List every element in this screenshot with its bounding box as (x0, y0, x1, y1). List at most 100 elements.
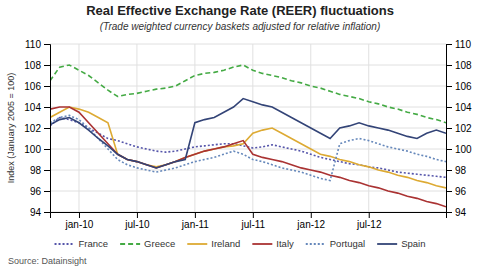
legend-swatch (120, 243, 140, 245)
y2-tick-mark (446, 191, 452, 192)
y2-tick-label: 102 (455, 123, 472, 134)
y-tick-label: 106 (24, 81, 41, 92)
y2-tick-mark (446, 107, 452, 108)
y-tick-label: 98 (30, 165, 42, 176)
x-axis: jan-10 jul-10 jan-11 jul-11 jan-12 jul-12 (51, 212, 447, 230)
y2-tick: 110 (446, 39, 471, 50)
y2-tick-mark (446, 149, 452, 150)
legend-label: Italy (276, 238, 294, 249)
title: Real Effective Exchange Rate (REER) fluc… (86, 3, 394, 18)
x-tick-label: jan-12 (296, 219, 325, 230)
x-tick-label: jan-10 (65, 219, 94, 230)
legend-item: Portugal (306, 238, 365, 249)
y-tick: 98 (30, 165, 50, 176)
y2-tick: 102 (446, 123, 472, 134)
series-line (50, 65, 446, 123)
legend-item: Ireland (187, 238, 240, 249)
series-line (50, 99, 446, 168)
x-tick-label: jul-11 (240, 219, 265, 230)
subtitle: (Trade weighted currency baskets adjuste… (100, 21, 381, 32)
y2-tick-label: 96 (455, 186, 467, 197)
y-tick: 96 (30, 186, 50, 197)
x-tick-label: jan-11 (181, 219, 209, 230)
y-tick-label: 108 (24, 60, 41, 71)
y-axis: 94 96 98 100 102 104 106 108 110 (24, 39, 50, 218)
grid-line-y (50, 86, 446, 87)
x-tick: jul-11 (240, 212, 265, 230)
y2-tick-label: 110 (455, 39, 471, 50)
y2-tick-mark (446, 65, 452, 66)
x-tick-mark (79, 212, 80, 218)
y-tick: 100 (24, 144, 50, 155)
y2-tick-label: 108 (455, 60, 472, 71)
y-tick-label: 94 (30, 207, 42, 218)
grid-line-y (50, 170, 446, 171)
plot-area: jan-10 jul-10 jan-11 jul-11 jan-12 jul-12 94 96… (24, 39, 472, 230)
grid-line-x (368, 44, 369, 212)
legend-item: Italy (252, 238, 294, 249)
y-tick-label: 100 (24, 144, 41, 155)
x-tick: jul-12 (356, 212, 382, 230)
y-tick-label: 102 (24, 123, 41, 134)
y-tick-label: 104 (24, 102, 41, 113)
y2-tick-label: 94 (455, 207, 467, 218)
y2-axis-line (447, 45, 453, 213)
y2-tick-label: 98 (455, 165, 467, 176)
chart: Real Effective Exchange Rate (REER) fluc… (0, 0, 480, 270)
y2-tick-mark (446, 170, 452, 171)
legend-swatch (377, 243, 397, 245)
y-tick-mark (44, 149, 50, 150)
x-tick-label: jul-12 (356, 219, 382, 230)
grid (50, 44, 446, 212)
x-tick-mark (369, 212, 370, 218)
y2-tick: 108 (446, 60, 472, 71)
legend: FranceGreeceIrelandItalyPortugalSpain (55, 238, 426, 249)
y2-tick-mark (446, 86, 452, 87)
y2-tick-label: 104 (455, 102, 472, 113)
x-tick-mark (311, 212, 312, 218)
y-tick-label: 96 (30, 186, 42, 197)
y-tick: 110 (25, 39, 50, 50)
y-tick-mark (44, 107, 50, 108)
lines (50, 65, 446, 207)
y-tick-label: 110 (25, 39, 41, 50)
legend-swatch (306, 243, 326, 245)
y-tick-mark (44, 128, 50, 129)
x-axis-line (51, 213, 447, 219)
y-axis-line (44, 45, 51, 213)
grid-line-y (50, 65, 446, 66)
x-tick: jan-10 (65, 212, 94, 230)
x-tick: jan-11 (181, 212, 209, 230)
x-tick-mark (253, 212, 254, 218)
legend-swatch (187, 243, 207, 245)
legend-label: Portugal (330, 238, 365, 249)
y2-tick: 98 (446, 165, 467, 176)
x-tick-label: jul-10 (124, 219, 150, 230)
legend-swatch (252, 243, 272, 245)
grid-line-y (50, 44, 446, 45)
y-tick: 104 (24, 102, 50, 113)
y2-tick-label: 100 (455, 144, 472, 155)
y2-axis: 94 96 98 100 102 104 106 108 110 (446, 39, 472, 218)
x-tick-mark (195, 212, 196, 218)
grid-line-x (194, 44, 195, 212)
annotation: Source: Datainsight (8, 256, 87, 266)
legend-item: Greece (120, 238, 175, 249)
y2-tick-mark (446, 128, 452, 129)
legend-label: Spain (401, 238, 425, 249)
y-tick-mark (44, 212, 50, 213)
y2-tick: 106 (446, 81, 472, 92)
y-tick: 94 (30, 207, 50, 218)
legend-label: Ireland (211, 238, 240, 249)
series-line (50, 107, 446, 207)
legend-item: Spain (377, 238, 425, 249)
y2-tick-mark (446, 212, 452, 213)
y2-tick: 104 (446, 102, 472, 113)
y-tick-mark (44, 170, 50, 171)
y-axis-title: Index (January 2005 = 100) (6, 73, 16, 183)
grid-line-x (136, 44, 137, 212)
y2-tick: 96 (446, 186, 467, 197)
y-tick-mark (44, 44, 50, 45)
y-tick-mark (44, 191, 50, 192)
y2-tick: 100 (446, 144, 472, 155)
